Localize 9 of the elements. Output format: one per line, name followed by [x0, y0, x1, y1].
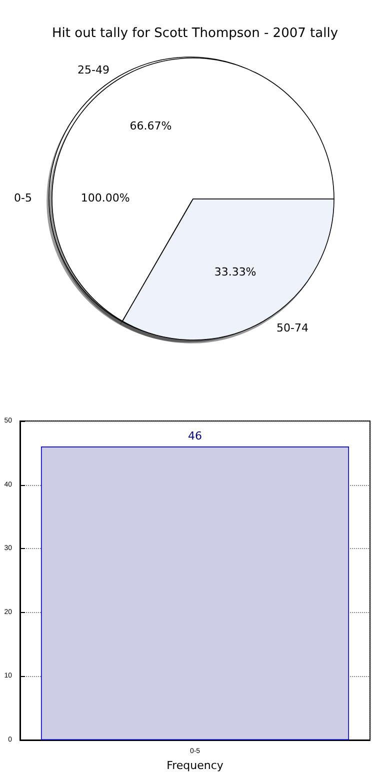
slice-label: 50-74	[276, 322, 308, 335]
data-label: 46	[188, 430, 202, 443]
slice-label: 25-49	[78, 63, 110, 76]
slice-label: 0-5	[14, 192, 32, 204]
chart-title: Hit out tally for Scott Thompson - 2007 tally	[52, 26, 338, 41]
data-label: 33.33%	[214, 266, 256, 279]
data-label: 100.00%	[80, 192, 130, 204]
x-axis-title: Frequency	[166, 759, 224, 772]
data-label: 66.67%	[130, 119, 172, 132]
